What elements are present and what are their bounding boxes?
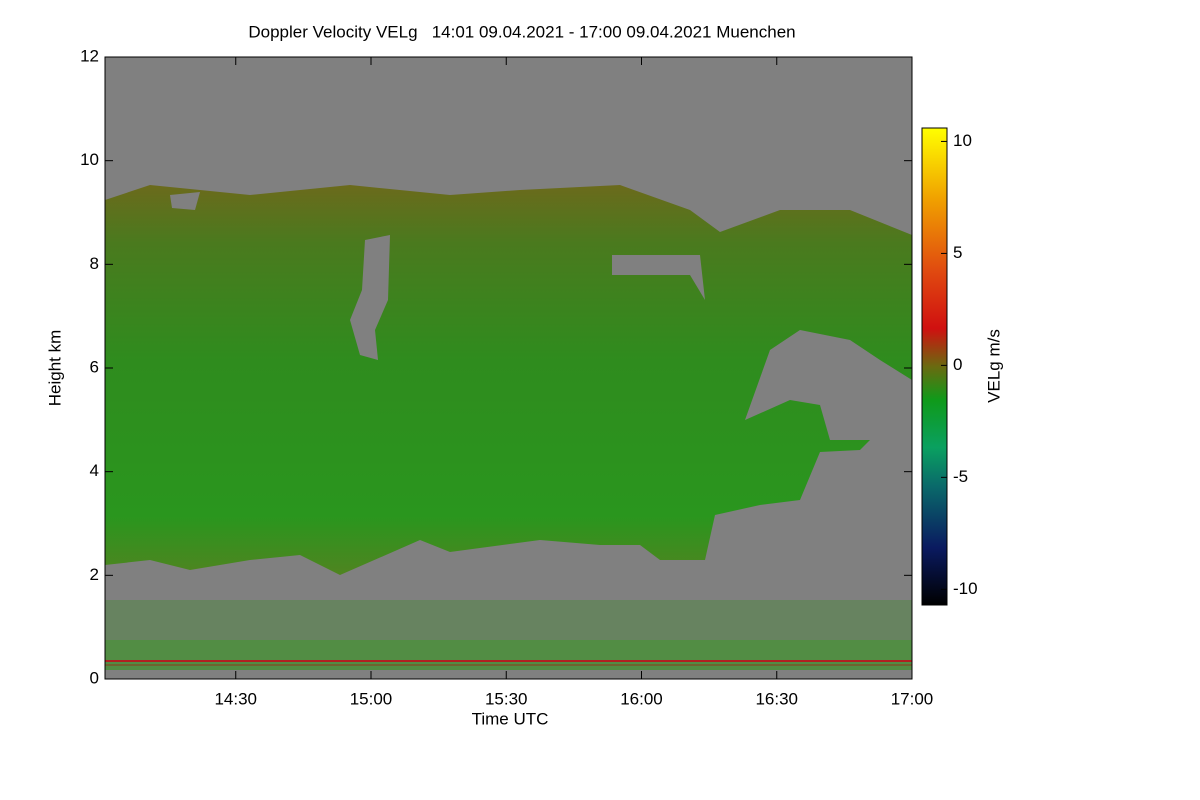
y-tick-label: 12 bbox=[80, 46, 99, 65]
ground-clutter bbox=[105, 600, 912, 670]
x-axis-label: Time UTC bbox=[472, 709, 549, 728]
x-tick-label: 16:30 bbox=[755, 689, 798, 708]
cloud-gap bbox=[350, 235, 390, 360]
x-tick-label: 17:00 bbox=[891, 689, 934, 708]
y-tick-label: 0 bbox=[90, 668, 99, 687]
chart-title: Doppler Velocity VELg 14:01 09.04.2021 -… bbox=[248, 22, 795, 41]
y-tick-label: 6 bbox=[90, 357, 99, 376]
colorbar-tick-label: 5 bbox=[953, 243, 962, 262]
cloud-gap bbox=[612, 255, 705, 300]
colorbar-tick-label: -5 bbox=[953, 467, 968, 486]
x-tick-label: 16:00 bbox=[620, 689, 663, 708]
cloud-field bbox=[105, 185, 912, 575]
cloud-gap bbox=[170, 192, 200, 210]
colorbar-tick-label: 0 bbox=[953, 355, 962, 374]
x-tick-label: 15:30 bbox=[485, 689, 528, 708]
plot-area bbox=[104, 56, 913, 680]
y-axis-label: Height km bbox=[45, 330, 64, 407]
y-tick-label: 8 bbox=[90, 254, 99, 273]
y-tick-label: 10 bbox=[80, 150, 99, 169]
colorbar-label: VELg m/s bbox=[984, 329, 1003, 403]
colorbar-tick-label: 10 bbox=[953, 131, 972, 150]
colorbar-tick-label: -10 bbox=[953, 579, 978, 598]
y-tick-label: 2 bbox=[90, 565, 99, 584]
colorbar bbox=[921, 127, 948, 606]
y-tick-label: 4 bbox=[90, 461, 99, 480]
x-tick-label: 15:00 bbox=[350, 689, 393, 708]
x-tick-label: 14:30 bbox=[214, 689, 257, 708]
